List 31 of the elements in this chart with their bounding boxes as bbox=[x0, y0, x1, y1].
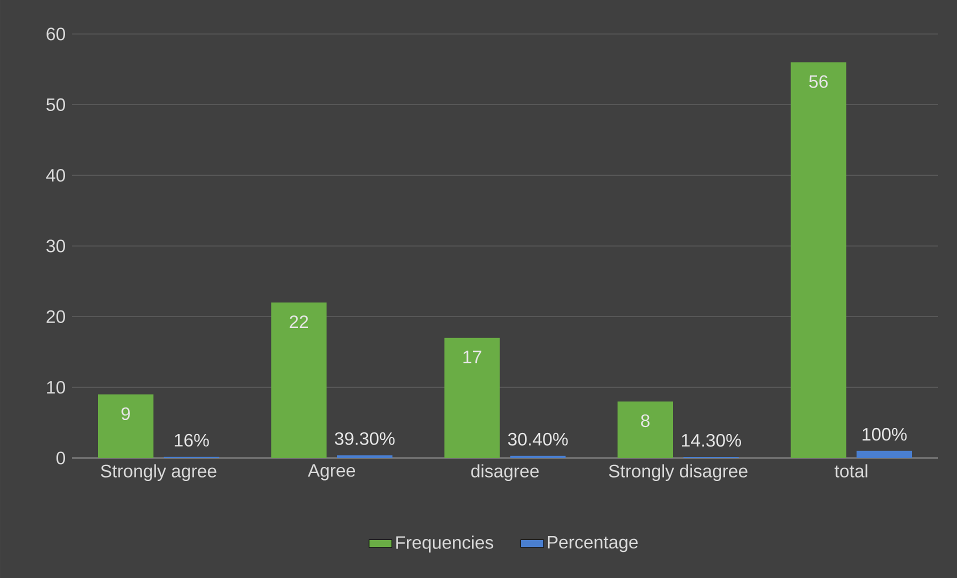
data-label: 8 bbox=[641, 414, 650, 428]
data-label: 22 bbox=[290, 315, 308, 328]
data-label: 9 bbox=[122, 407, 130, 420]
bar bbox=[618, 401, 674, 458]
data-label: 39.30% bbox=[334, 432, 395, 445]
y-tick-label: 40 bbox=[46, 168, 66, 182]
y-tick-label: 50 bbox=[46, 98, 66, 112]
x-tick-label: total bbox=[834, 464, 868, 478]
data-label: 17 bbox=[463, 350, 482, 364]
data-label: 30.40% bbox=[508, 432, 568, 446]
bar bbox=[790, 62, 846, 458]
x-tick-label: disagree bbox=[471, 464, 539, 482]
x-tick-label: Agree bbox=[308, 464, 356, 480]
data-label: 100% bbox=[862, 428, 907, 441]
y-tick-label: 60 bbox=[46, 28, 66, 40]
bar bbox=[271, 302, 327, 458]
y-tick-label: 20 bbox=[46, 310, 66, 324]
data-label: 14.30% bbox=[682, 434, 741, 447]
data-label: 16% bbox=[174, 434, 209, 447]
bar bbox=[337, 455, 392, 458]
legend-label: Frequencies bbox=[396, 536, 494, 552]
y-tick-label: 30 bbox=[46, 240, 66, 252]
x-tick-label: Strongly agree bbox=[100, 464, 216, 482]
legend-label: Percentage bbox=[548, 536, 638, 552]
bar bbox=[856, 450, 912, 458]
x-tick-label: Strongly disagree bbox=[608, 464, 748, 482]
bar bbox=[444, 338, 500, 458]
data-label: 56 bbox=[809, 75, 828, 88]
bar bbox=[98, 394, 154, 458]
y-tick-label: 10 bbox=[47, 380, 66, 394]
y-tick-label: 0 bbox=[56, 452, 66, 464]
